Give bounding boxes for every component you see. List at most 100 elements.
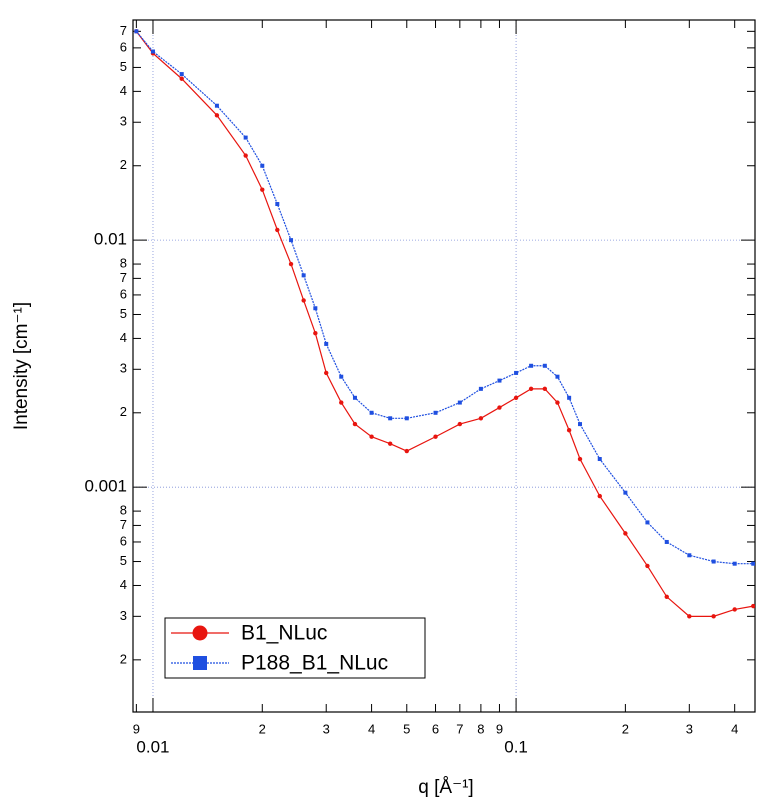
point	[664, 594, 669, 599]
x-tick-label: 2	[259, 721, 266, 736]
point	[339, 400, 344, 405]
point	[433, 410, 438, 415]
legend-box	[164, 617, 426, 679]
point	[214, 113, 220, 118]
y-tick-label: 5	[120, 306, 127, 321]
legend-label: P188_B1_NLuc	[241, 652, 388, 675]
x-tick-label: 8	[477, 721, 484, 736]
point	[243, 135, 248, 140]
point	[433, 434, 438, 439]
point	[404, 416, 409, 421]
point	[623, 490, 628, 495]
x-tick-label: 3	[323, 721, 330, 736]
point	[542, 386, 548, 392]
point	[260, 163, 265, 168]
point	[597, 493, 602, 499]
legend-label: B1_NLuc	[241, 622, 327, 645]
point	[404, 448, 409, 454]
series-line	[135, 30, 754, 565]
x-tick-label: 5	[403, 721, 410, 736]
y-tick-label: 5	[120, 59, 127, 74]
point	[664, 539, 669, 544]
point	[150, 49, 155, 54]
point	[313, 306, 318, 311]
x-tick-label: 4	[368, 721, 375, 736]
point	[275, 227, 280, 233]
y-tick-label: 3	[120, 361, 127, 376]
y-tick-label: 4	[120, 330, 127, 345]
y-tick-label: 7	[120, 270, 127, 285]
point	[566, 428, 572, 433]
y-tick-label: 8	[120, 503, 127, 518]
point	[352, 395, 357, 400]
point	[457, 400, 462, 405]
point	[497, 405, 502, 410]
point	[324, 370, 329, 376]
point	[645, 520, 650, 525]
point	[528, 386, 534, 392]
point	[497, 378, 502, 383]
y-tick-label: 0.01	[94, 230, 127, 249]
point	[711, 614, 716, 619]
point	[352, 421, 358, 427]
point	[324, 341, 329, 346]
point	[387, 441, 393, 446]
x-tick-label: 4	[731, 721, 738, 736]
point	[214, 103, 219, 108]
y-tick-label: 7	[120, 517, 127, 532]
point	[243, 153, 248, 158]
y-tick-label: 3	[120, 114, 127, 129]
y-tick-label: 7	[120, 23, 127, 38]
point	[751, 603, 755, 609]
point	[577, 456, 583, 462]
y-tick-label: 6	[120, 533, 127, 548]
point	[623, 531, 628, 536]
point	[751, 561, 755, 566]
y-tick-label: 4	[120, 83, 127, 98]
y-tick-label: 4	[120, 577, 127, 592]
point	[457, 421, 463, 427]
point	[179, 72, 184, 77]
point	[288, 261, 294, 267]
point	[179, 76, 184, 81]
point	[369, 410, 374, 415]
x-tick-label: 2	[622, 721, 629, 736]
point	[301, 298, 306, 303]
point	[687, 553, 692, 558]
y-tick-label: 2	[120, 157, 127, 172]
x-tick-label: 9	[496, 721, 503, 736]
x-tick-label: 0.1	[504, 737, 528, 756]
plot-frame	[132, 19, 756, 713]
point	[275, 202, 280, 207]
point	[369, 434, 374, 439]
x-tick-label: 9	[133, 721, 140, 736]
y-tick-label: 6	[120, 286, 127, 301]
point	[732, 607, 737, 612]
point	[339, 374, 344, 379]
legend-marker	[192, 625, 208, 641]
x-tick-label: 7	[456, 721, 463, 736]
point	[645, 563, 650, 569]
x-axis-label: q [Å⁻¹]	[418, 777, 473, 798]
point	[313, 330, 318, 336]
point	[514, 370, 519, 375]
legend-marker	[193, 656, 207, 670]
point	[555, 374, 560, 379]
x-tick-label: 6	[432, 721, 439, 736]
y-tick-label: 2	[120, 404, 127, 419]
point	[478, 386, 483, 391]
y-tick-label: 5	[120, 553, 127, 568]
point	[555, 400, 560, 405]
point	[578, 422, 583, 427]
point	[513, 395, 519, 400]
point	[732, 561, 737, 566]
point	[260, 187, 265, 192]
y-tick-label: 3	[120, 608, 127, 623]
point	[301, 273, 306, 278]
point	[388, 416, 393, 421]
point	[478, 416, 484, 421]
x-tick-label: 0.01	[136, 737, 169, 756]
y-tick-label: 6	[120, 39, 127, 54]
